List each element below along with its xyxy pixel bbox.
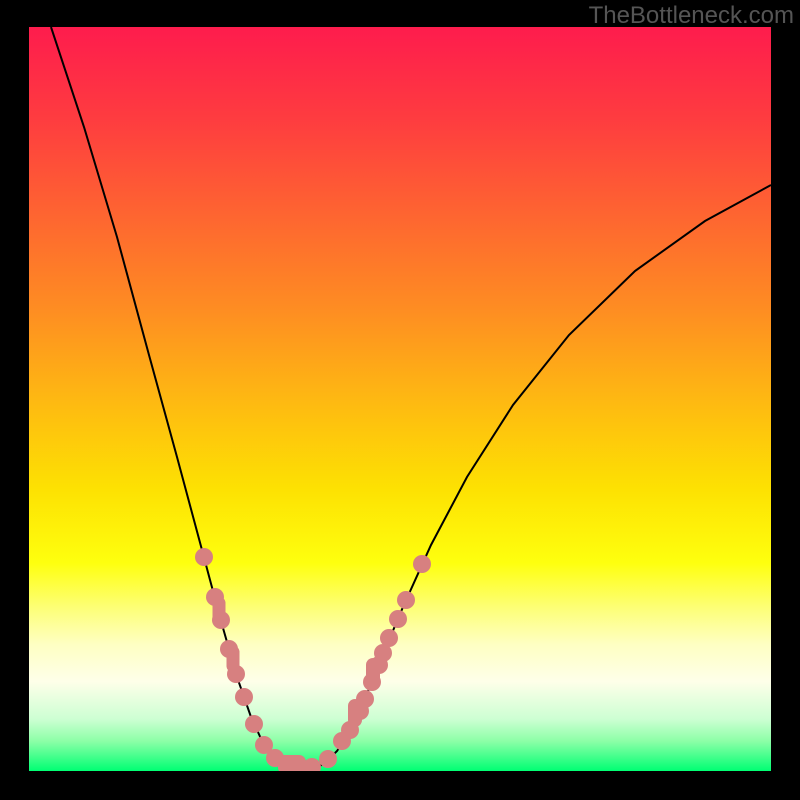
marker-dot bbox=[220, 640, 238, 658]
marker-dot bbox=[363, 673, 381, 691]
marker-dot bbox=[319, 750, 337, 768]
marker-dot bbox=[227, 665, 245, 683]
marker-dot bbox=[380, 629, 398, 647]
marker-dot bbox=[389, 610, 407, 628]
plot-area bbox=[29, 27, 771, 771]
marker-dot bbox=[235, 688, 253, 706]
marker-dot bbox=[413, 555, 431, 573]
watermark-text: TheBottleneck.com bbox=[589, 2, 794, 29]
marker-dot bbox=[356, 690, 374, 708]
marker-dot bbox=[303, 758, 321, 771]
curve-left-branch bbox=[51, 27, 295, 770]
marker-dot bbox=[245, 715, 263, 733]
stage: TheBottleneck.com bbox=[0, 0, 800, 800]
marker-dot bbox=[397, 591, 415, 609]
marker-dot bbox=[195, 548, 213, 566]
watermark-wrap: TheBottleneck.com bbox=[589, 0, 800, 30]
curve-layer bbox=[29, 27, 771, 771]
marker-dot bbox=[212, 611, 230, 629]
marker-dot bbox=[206, 588, 224, 606]
marker-dot bbox=[341, 721, 359, 739]
